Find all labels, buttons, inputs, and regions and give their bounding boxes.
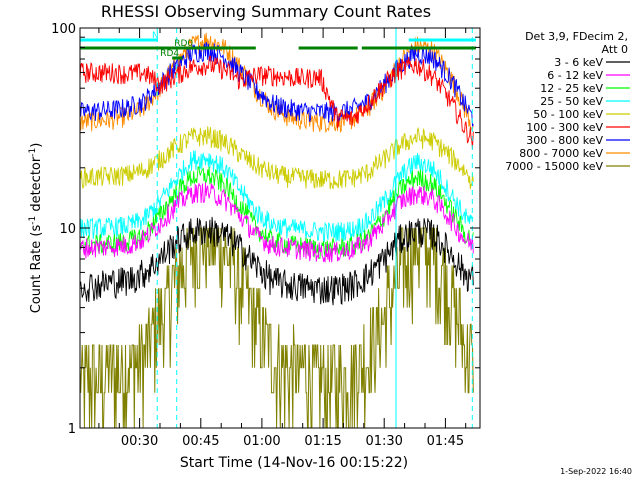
series-line-300-800-kev xyxy=(79,41,474,127)
legend-label-300-800-kev: 300 - 800 keV xyxy=(526,134,603,147)
legend-label-6-12-kev: 6 - 12 keV xyxy=(547,69,603,82)
legend-label-7000-15000-kev: 7000 - 15000 keV xyxy=(505,160,603,173)
legend-label-25-50-kev: 25 - 50 keV xyxy=(540,95,603,108)
y-tick-label: 100 xyxy=(51,22,76,37)
y-tick-label: 1 xyxy=(68,422,76,437)
legend-label-50-100-kev: 50 - 100 keV xyxy=(533,108,603,121)
y-axis-label-main: Count Rate (s xyxy=(29,225,44,314)
legend-header-line: Det 3,9, FDecim 2, xyxy=(525,30,628,43)
x-tick-label: 00:45 xyxy=(182,434,219,449)
series-layer xyxy=(79,32,474,429)
series-line-25-50-kev xyxy=(79,150,474,243)
x-tick-label: 01:30 xyxy=(365,434,402,449)
y-axis-label-exponent: -1 xyxy=(28,216,38,225)
series-line-6-12-kev xyxy=(79,182,474,263)
y-axis: 1 10 100 xyxy=(51,22,480,437)
x-axis: 00:30 00:45 01:00 01:15 01:30 01:45 xyxy=(98,28,467,449)
x-axis-label: Start Time (14-Nov-16 00:15:22) xyxy=(180,455,408,471)
x-tick-label: 01:45 xyxy=(427,434,464,449)
series-line-3-6-kev xyxy=(79,216,474,306)
legend-label-3-6-kev: 3 - 6 keV xyxy=(554,56,603,69)
y-axis-label-tail: detector xyxy=(29,156,44,216)
legend-label-800-7000-kev: 800 - 7000 keV xyxy=(519,147,603,160)
y-axis-label: Count Rate (s-1 detector-1) xyxy=(28,143,44,314)
chart-title: RHESSI Observing Summary Count Rates xyxy=(101,2,431,21)
legend-label-12-25-kev: 12 - 25 keV xyxy=(540,82,603,95)
x-tick-label: 00:30 xyxy=(121,434,158,449)
series-line-100-300-kev xyxy=(79,55,474,149)
legend-header-line: Att 0 xyxy=(602,43,628,56)
x-tick-label: 01:15 xyxy=(304,434,341,449)
footer-timestamp: 1-Sep-2022 16:40 xyxy=(560,467,632,476)
flag-label-n: N xyxy=(152,31,159,41)
y-axis-label-exponent-2: -1 xyxy=(28,148,38,157)
flag-label-rd4: RD4 xyxy=(160,49,179,59)
series-line-50-100-kev xyxy=(79,126,474,190)
legend-label-100-300-kev: 100 - 300 keV xyxy=(526,121,603,134)
y-tick-label: 10 xyxy=(59,222,76,237)
x-tick-label: 01:00 xyxy=(243,434,280,449)
flag-label-rd0: RD0 xyxy=(174,39,193,49)
y-axis-label-close: ) xyxy=(29,143,44,148)
